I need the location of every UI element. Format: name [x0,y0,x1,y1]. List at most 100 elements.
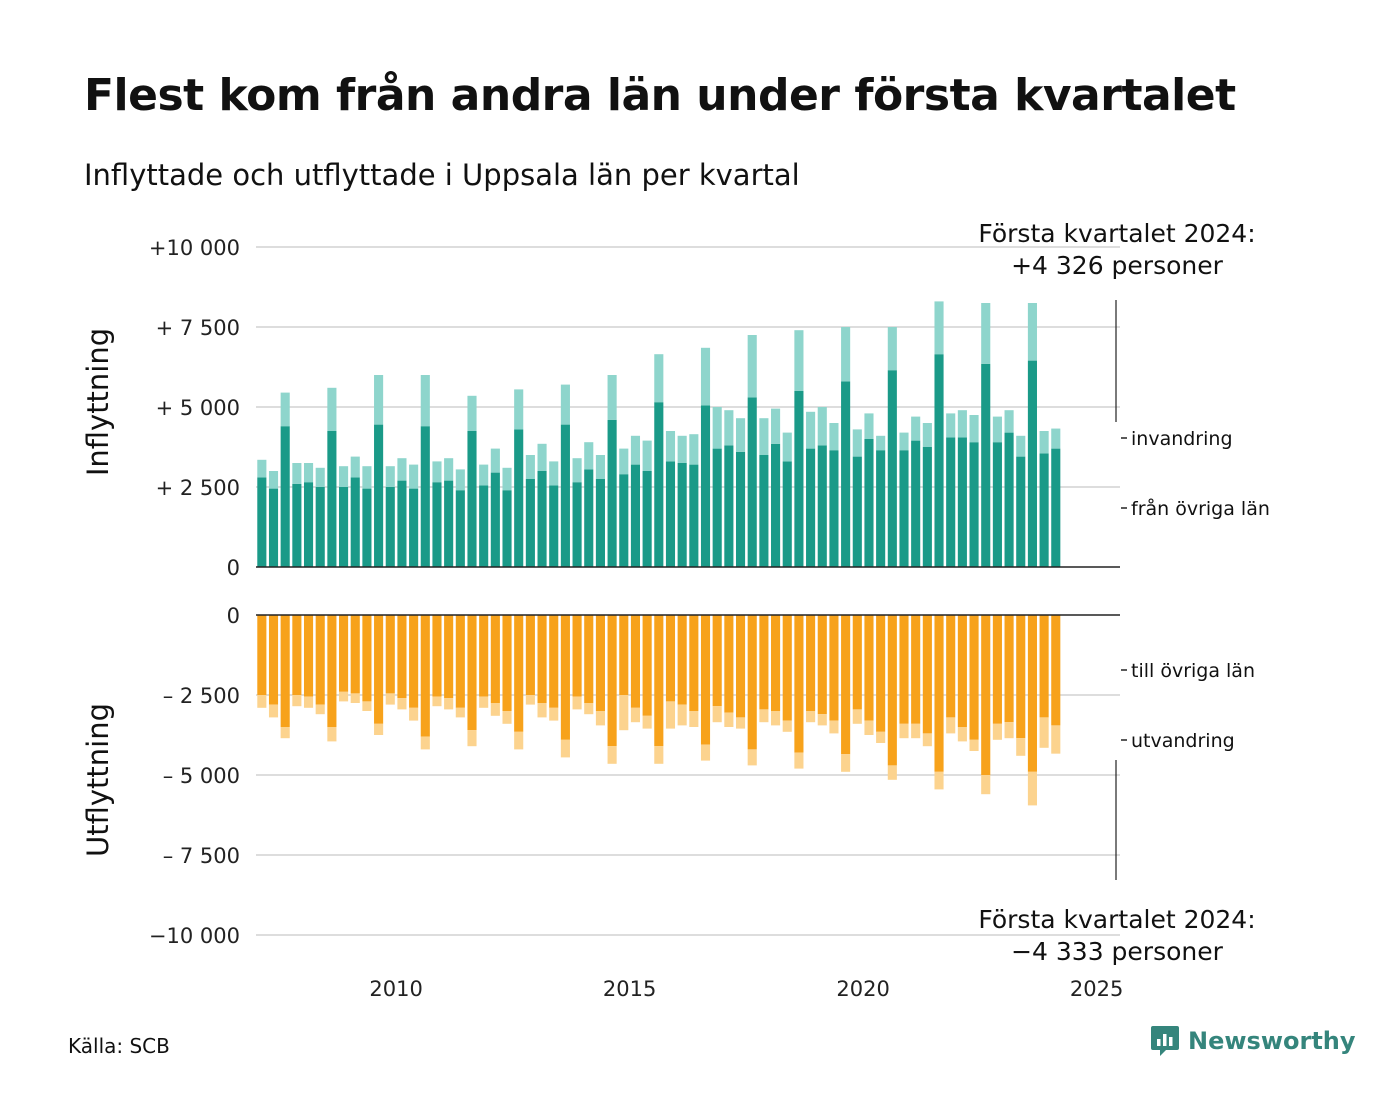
bar-utvandring [280,727,290,739]
newsworthy-logo-icon [1151,1026,1179,1056]
bar-fran-ovriga-lan [934,354,944,567]
bar-utvandring [292,695,302,707]
bar-invandring [385,466,395,487]
bar-fran-ovriga-lan [560,424,570,567]
bar-till-ovriga-lan [747,615,757,750]
bar-till-ovriga-lan [257,615,267,695]
bar-utvandring [887,765,897,780]
bar-fran-ovriga-lan [864,439,874,567]
bar-invandring [922,423,932,447]
bar-invandring [677,435,687,463]
bar-till-ovriga-lan [619,615,629,695]
annotation-title: Första kvartalet 2024: [978,219,1255,248]
bar-till-ovriga-lan [292,615,302,695]
bar-till-ovriga-lan [467,615,477,731]
bar-utvandring [560,739,570,758]
bar-fran-ovriga-lan [876,450,886,567]
bar-fran-ovriga-lan [957,437,967,567]
bar-utvandring [268,704,279,718]
bar-invandring [292,463,302,484]
bar-fran-ovriga-lan [432,482,442,567]
bar-till-ovriga-lan [268,615,279,705]
bar-till-ovriga-lan [782,615,792,721]
bar-till-ovriga-lan [864,615,874,721]
bar-till-ovriga-lan [654,615,664,747]
bar-till-ovriga-lan [922,615,932,734]
bar-utvandring [584,703,594,715]
bar-till-ovriga-lan [1004,615,1014,723]
bar-fran-ovriga-lan [1027,360,1037,567]
chart-title: Flest kom från andra län under första kv… [84,70,1236,121]
bar-invandring [339,466,349,487]
bar-fran-ovriga-lan [409,488,419,567]
bar-fran-ovriga-lan [735,451,746,567]
bar-utvandring [315,704,325,715]
bar-utvandring [677,704,687,726]
bar-till-ovriga-lan [946,615,956,718]
bar-till-ovriga-lan [642,615,652,716]
bar-till-ovriga-lan [280,615,290,727]
bar-utvandring [490,703,500,716]
bar-invandring [514,389,524,430]
grid-lines [256,246,1120,936]
bar-fran-ovriga-lan [537,471,547,567]
bar-utvandring [502,711,512,724]
bar-till-ovriga-lan [630,615,641,708]
bar-invandring [350,456,360,478]
bar-invandring [549,461,559,486]
bar-till-ovriga-lan [794,615,804,753]
bar-invandring [572,458,582,483]
bar-till-ovriga-lan [607,615,617,747]
bar-utvandring [841,754,851,772]
bar-fran-ovriga-lan [292,483,302,567]
y-tick-label: + 7 500 [156,316,240,340]
bar-fran-ovriga-lan [992,442,1002,567]
panel-label: Inflyttning [81,328,115,476]
x-tick-label: 2020 [836,977,889,1001]
bar-utvandring [899,723,909,739]
bar-till-ovriga-lan [817,615,827,715]
bar-utvandring [327,727,337,742]
bar-fran-ovriga-lan [490,472,500,567]
bar-fran-ovriga-lan [315,487,325,567]
y-tick-label: 0 [227,604,240,628]
bar-invandring [957,410,967,438]
bar-till-ovriga-lan [1051,615,1061,726]
bar-fran-ovriga-lan [327,431,337,567]
bar-invandring [747,335,757,398]
x-tick-label: 2010 [369,977,422,1001]
labels: 2010 2015 2020 2025 0 + 2 500 + 5 000 + 7 500 +1… [81,219,1270,1001]
bar-invandring [630,435,641,465]
bar-till-ovriga-lan [549,615,559,708]
bar-utvandring [409,707,419,721]
bar-fran-ovriga-lan [759,455,769,567]
bar-till-ovriga-lan [397,615,407,699]
bar-till-ovriga-lan [514,615,524,732]
bar-till-ovriga-lan [829,615,839,721]
bar-utvandring [1051,725,1061,754]
bar-utvandring [794,752,804,769]
bar-till-ovriga-lan [899,615,909,724]
bar-invandring [689,434,699,465]
bar-till-ovriga-lan [735,615,746,718]
bar-invandring [771,408,781,444]
bar-fran-ovriga-lan [630,464,641,567]
bar-utvandring [735,717,746,729]
bar-fran-ovriga-lan [572,482,582,567]
bar-till-ovriga-lan [525,615,535,695]
series-label: från övriga län [1131,497,1270,520]
bar-utvandring [654,746,664,764]
bar-invandring [806,411,816,449]
bar-invandring [665,431,676,462]
bar-fran-ovriga-lan [1016,456,1026,567]
brand-logo[interactable]: Newsworthy [1150,1024,1356,1058]
bar-till-ovriga-lan [934,615,944,772]
bar-utvandring [257,695,267,708]
bar-invandring [432,461,442,483]
bar-fran-ovriga-lan [374,424,384,567]
bar-utvandring [537,703,547,718]
bar-fran-ovriga-lan [467,431,477,567]
bar-utvandring [479,696,489,708]
series-label: till övriga län [1131,660,1255,682]
bar-fran-ovriga-lan [1039,453,1049,567]
